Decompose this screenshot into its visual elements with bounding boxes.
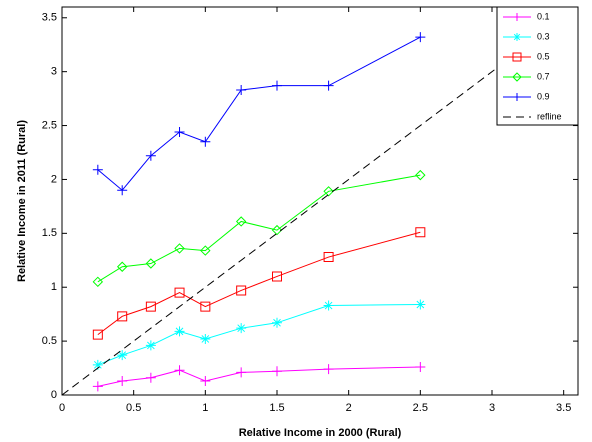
- marker: [272, 271, 282, 282]
- marker: [200, 136, 211, 147]
- legend-label: 0.5: [537, 51, 550, 61]
- y-axis-label: Relative Income in 2011 (Rural): [16, 120, 28, 282]
- x-tick-label: 1.5: [269, 402, 284, 414]
- legend-label: 0.7: [537, 71, 550, 81]
- marker: [117, 350, 128, 361]
- y-tick-label: 2: [51, 173, 57, 185]
- legend-label: refline: [537, 111, 562, 121]
- marker: [92, 276, 104, 288]
- marker: [236, 285, 247, 296]
- marker: [174, 365, 185, 376]
- marker: [236, 323, 247, 334]
- marker: [200, 301, 211, 312]
- y-tick-label: 0: [51, 389, 57, 401]
- y-tick-label: 1.5: [42, 227, 57, 239]
- legend-label: 0.1: [537, 11, 550, 21]
- series-line: [61, 6, 579, 396]
- marker: [145, 301, 156, 312]
- legend-marker: [513, 33, 521, 41]
- series-line: [97, 174, 421, 283]
- marker: [323, 252, 334, 263]
- marker: [200, 333, 211, 344]
- x-axis-label: Relative Income in 2000 (Rural): [239, 427, 402, 439]
- marker: [145, 372, 156, 383]
- legend-label: 0.3: [537, 31, 550, 41]
- marker: [323, 300, 334, 311]
- marker: [323, 186, 334, 197]
- marker: [323, 364, 334, 375]
- marker: [272, 317, 282, 328]
- marker: [92, 329, 103, 340]
- x-tick-label: 2.5: [413, 402, 428, 414]
- legend-marker: [513, 93, 521, 101]
- legend-label: 0.9: [537, 91, 550, 101]
- marker: [236, 367, 247, 378]
- marker: [415, 227, 426, 238]
- series-line: [97, 231, 421, 336]
- y-tick-label: 0.5: [42, 335, 57, 347]
- x-tick-label: 0.5: [126, 402, 141, 414]
- marker: [92, 164, 103, 175]
- x-tick-label: 3: [489, 402, 495, 414]
- marker: [415, 169, 426, 181]
- marker: [92, 359, 103, 370]
- legend-marker: [512, 72, 522, 82]
- marker: [415, 299, 426, 310]
- marker: [117, 185, 128, 196]
- marker: [272, 366, 282, 377]
- marker: [174, 243, 185, 254]
- x-tick-label: 1: [202, 402, 208, 414]
- marker: [236, 84, 247, 95]
- marker: [117, 311, 128, 322]
- marker: [116, 261, 128, 272]
- marker: [271, 224, 283, 236]
- marker: [92, 381, 103, 392]
- y-tick-label: 3: [51, 66, 57, 78]
- marker: [145, 150, 156, 161]
- marker: [200, 375, 211, 386]
- marker: [174, 287, 185, 298]
- marker: [145, 258, 157, 269]
- x-tick-label: 2: [346, 402, 352, 414]
- marker: [415, 32, 426, 43]
- x-tick-label: 0: [59, 402, 65, 414]
- marker: [323, 80, 334, 91]
- legend-marker: [512, 52, 522, 62]
- marker: [200, 245, 211, 256]
- marker: [174, 326, 185, 337]
- x-tick-label: 3.5: [556, 402, 571, 414]
- marker: [272, 80, 282, 91]
- marker: [117, 375, 128, 386]
- marker: [415, 361, 426, 372]
- marker: [235, 216, 247, 227]
- y-tick-label: 3.5: [42, 12, 57, 24]
- y-tick-label: 2.5: [42, 119, 57, 131]
- legend-marker: [513, 13, 521, 21]
- legend-box: [496, 6, 579, 126]
- marker: [145, 340, 156, 351]
- y-tick-label: 1: [51, 281, 57, 293]
- marker: [174, 127, 185, 138]
